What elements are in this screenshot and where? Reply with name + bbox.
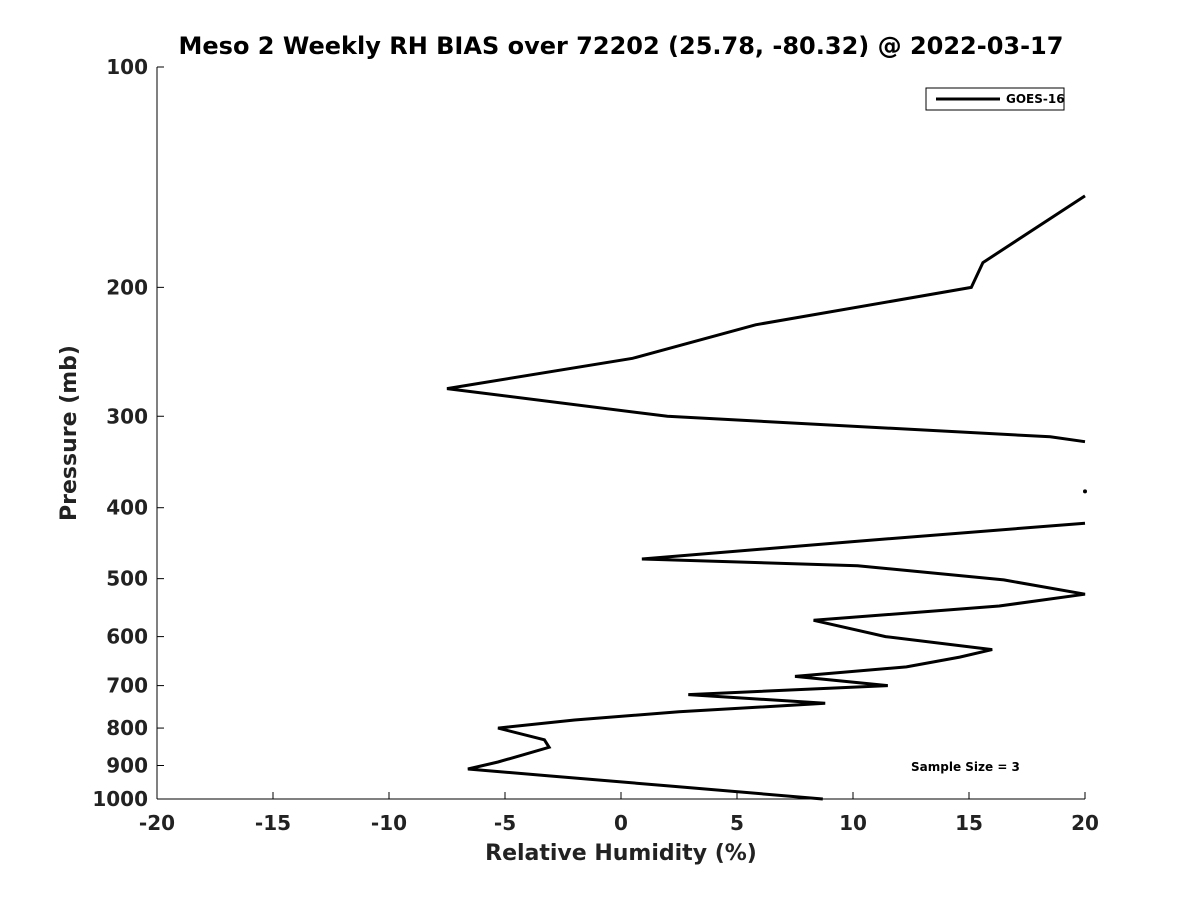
plot-area [156,67,1087,801]
x-tick-label: -5 [494,811,516,835]
axis-ticks: -20 -15 -10 -5 0 5 10 15 20 100 200 300 400 500 600 700… [92,55,1099,835]
x-tick-label: -20 [139,811,175,835]
series-point-goes-16 [1083,489,1087,494]
series-line-goes-16 [467,521,1086,801]
y-tick-label: 900 [106,754,148,778]
sample-size-note: Sample Size = 3 [911,760,1020,774]
series-line-goes-16 [446,194,1086,444]
y-tick-label: 100 [106,55,148,79]
x-tick-label: -15 [255,811,291,835]
y-tick-label: 500 [106,567,148,591]
legend: GOES-16 [925,87,1065,111]
y-tick-label: 400 [106,496,148,520]
x-tick-label: -10 [371,811,407,835]
x-tick-label: 20 [1071,811,1099,835]
y-tick-label: 800 [106,716,148,740]
x-tick-label: 5 [730,811,744,835]
y-tick-label: 600 [106,625,148,649]
y-tick-label: 700 [106,674,148,698]
legend-label-goes-16: GOES-16 [1006,92,1065,106]
x-tick-label: 10 [839,811,867,835]
chart-title: Meso 2 Weekly RH BIAS over 72202 (25.78,… [179,32,1064,60]
y-axis-label: Pressure (mb) [57,345,82,521]
y-tick-label: 300 [106,404,148,428]
x-tick-label: 15 [955,811,983,835]
y-tick-label: 200 [106,275,148,299]
x-tick-label: 0 [614,811,628,835]
y-tick-label: 1000 [92,787,148,811]
x-axis-label: Relative Humidity (%) [485,841,757,866]
